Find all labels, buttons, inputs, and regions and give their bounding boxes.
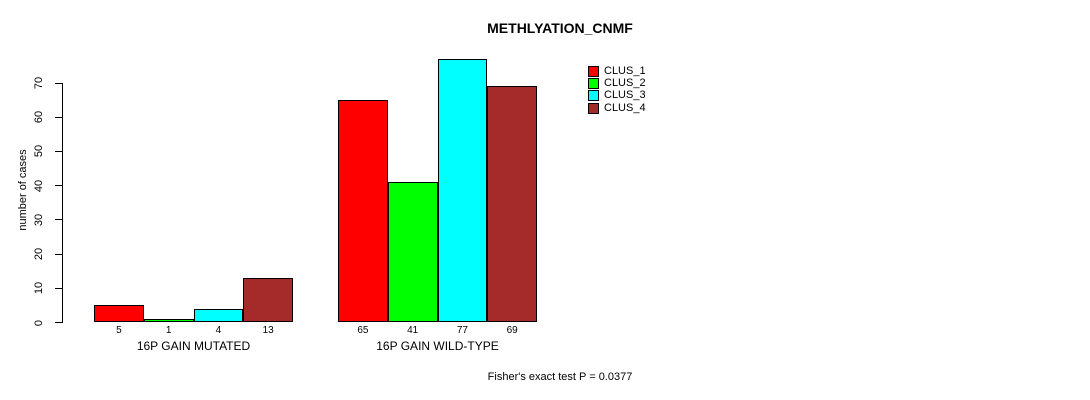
- legend-label: CLUS_3: [604, 89, 646, 102]
- bar-clus_4: [243, 278, 293, 323]
- legend-swatch-clus_3: [588, 90, 599, 102]
- y-axis-tick-label: 40: [33, 179, 45, 192]
- bar-value-label: 1: [165, 325, 172, 336]
- chart-title: METHLYATION_CNMF: [487, 20, 633, 36]
- bar-value-label: 41: [407, 325, 419, 336]
- y-axis-tick: [55, 253, 62, 255]
- legend-label: CLUS_1: [604, 64, 646, 77]
- legend-swatch-clus_2: [588, 77, 599, 89]
- bar-clus_1: [338, 100, 388, 323]
- y-axis-tick: [55, 82, 62, 84]
- y-axis-tick-label: 0: [33, 319, 45, 326]
- legend-item: CLUS_2: [588, 77, 646, 89]
- legend-item: CLUS_1: [588, 65, 646, 77]
- y-axis-tick-label: 70: [33, 76, 45, 90]
- legend-item: CLUS_4: [588, 102, 646, 114]
- bar-clus_3: [193, 308, 244, 323]
- bar-clus_2: [143, 319, 194, 323]
- legend-swatch-clus_1: [588, 65, 599, 77]
- y-axis-tick-label: 30: [33, 213, 45, 226]
- bar-value-label: 77: [456, 325, 468, 336]
- bar-value-label: 4: [215, 325, 222, 336]
- bar-value-label: 65: [357, 325, 369, 336]
- y-axis-tick: [55, 322, 62, 323]
- y-axis-line: [62, 83, 63, 323]
- bar-clus_4: [487, 86, 537, 323]
- bar-value-label: 13: [262, 325, 274, 336]
- legend: CLUS_1 CLUS_2 CLUS_3 CLUS_4: [588, 65, 646, 114]
- bar-clus_1: [94, 305, 144, 323]
- y-axis-tick: [55, 150, 62, 152]
- group-label: 16P GAIN MUTATED: [136, 339, 251, 353]
- y-axis-tick: [55, 287, 62, 289]
- bar-clus_3: [437, 59, 488, 323]
- legend-item: CLUS_3: [588, 90, 646, 102]
- y-axis-tick: [55, 185, 62, 187]
- legend-swatch-clus_4: [588, 102, 599, 114]
- y-axis-tick-label: 10: [33, 282, 45, 295]
- bar-value-label: 5: [116, 325, 122, 336]
- legend-label: CLUS_4: [604, 101, 646, 114]
- y-axis-tick-label: 60: [33, 111, 45, 124]
- y-axis-tick: [55, 219, 62, 221]
- group-label: 16P GAIN WILD-TYPE: [376, 339, 499, 353]
- bar-clus_2: [387, 182, 438, 323]
- y-axis-label: number of cases: [17, 149, 29, 231]
- bar-value-label: 69: [506, 325, 518, 336]
- annotation-text: Fisher's exact test P = 0.0377: [487, 371, 633, 383]
- y-axis-tick-label: 50: [33, 145, 45, 158]
- legend-label: CLUS_2: [604, 76, 646, 89]
- y-axis-tick: [55, 116, 62, 118]
- y-axis-tick-label: 20: [33, 247, 45, 261]
